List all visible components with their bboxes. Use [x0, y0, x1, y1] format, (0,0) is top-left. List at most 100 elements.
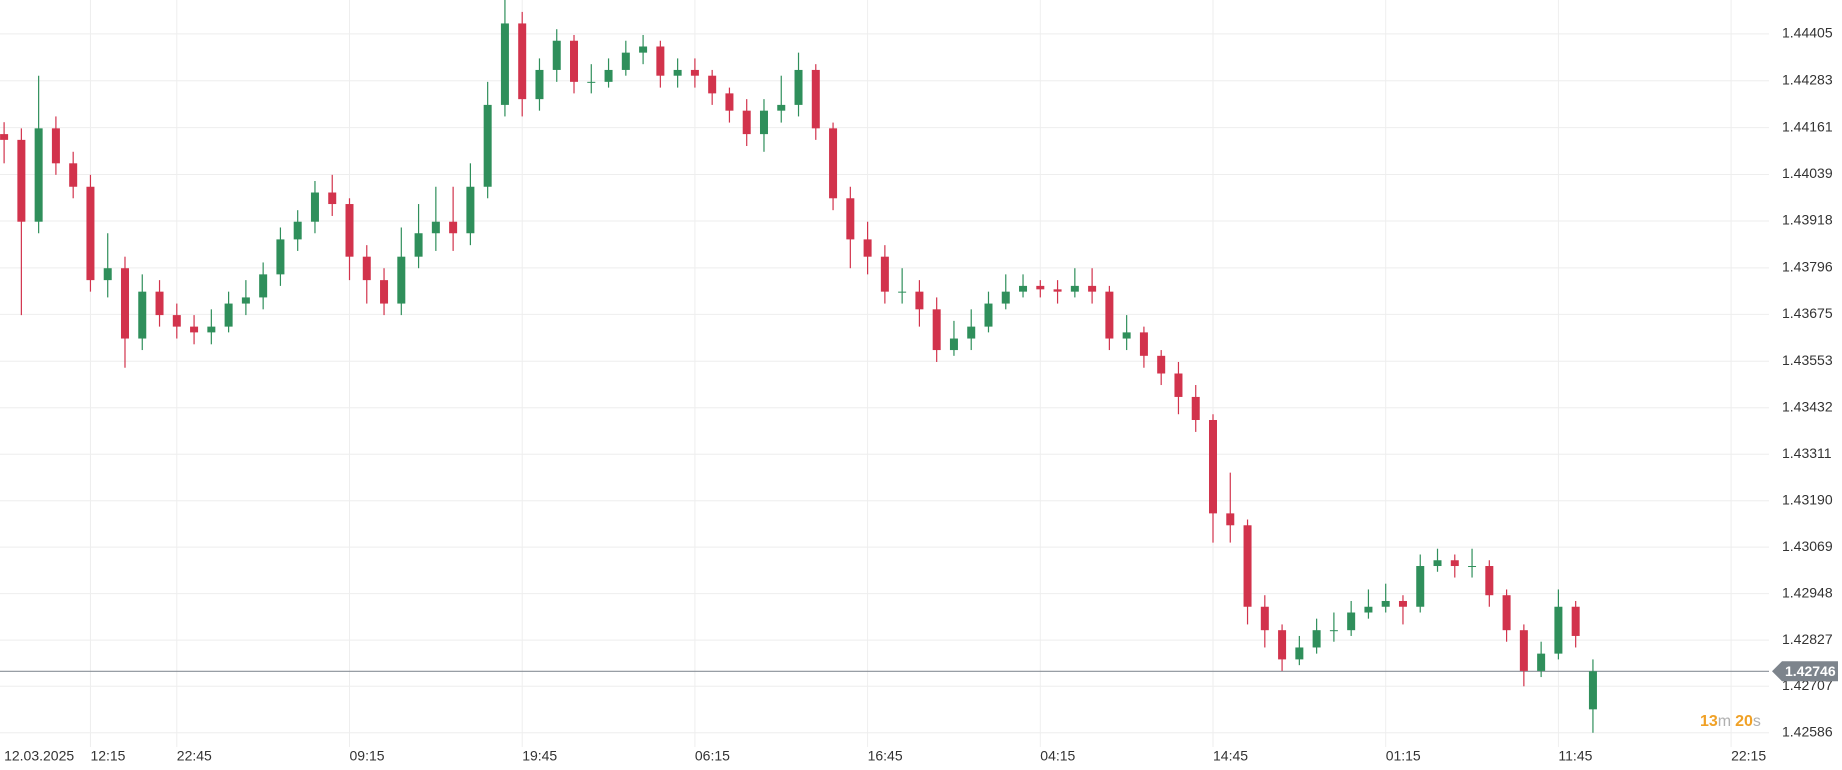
candle-body — [604, 69, 613, 82]
candle-body — [414, 233, 423, 257]
x-tick-label: 22:15 — [1731, 748, 1766, 764]
candle-body — [570, 40, 579, 82]
x-tick-label: 01:15 — [1386, 748, 1421, 764]
candle-body — [310, 192, 319, 222]
x-tick-label: 06:15 — [695, 748, 730, 764]
candle-body — [656, 46, 665, 76]
candle-body — [362, 256, 371, 281]
candle-body — [190, 326, 199, 333]
current-price-tag — [1772, 661, 1838, 682]
candle-body — [811, 69, 820, 129]
x-tick-label: 14:45 — [1213, 748, 1248, 764]
candle-body — [759, 110, 768, 135]
candle-body — [1571, 606, 1580, 636]
y-tick-label: 1.43675 — [1782, 305, 1833, 321]
candle-body — [1347, 612, 1356, 631]
candle-body — [1036, 285, 1045, 290]
candle-body — [932, 309, 941, 351]
y-tick-label: 1.42827 — [1782, 631, 1833, 647]
candle-body — [51, 128, 60, 164]
candle-body — [241, 297, 250, 304]
candle-body — [1157, 355, 1166, 374]
candle-body — [1001, 291, 1010, 304]
y-tick-label: 1.42948 — [1782, 584, 1833, 600]
current-price-label: 1.42746 — [1785, 663, 1836, 679]
candle-body — [949, 338, 958, 351]
candle-body — [397, 256, 406, 304]
candle-body — [466, 186, 475, 234]
candle-body — [1260, 606, 1269, 631]
candle-body — [483, 104, 492, 187]
candle-body — [293, 221, 302, 240]
x-tick-label: 12:15 — [90, 748, 125, 764]
candle-body — [552, 40, 561, 70]
candle-body — [846, 198, 855, 240]
y-tick-label: 1.42586 — [1782, 723, 1833, 739]
x-tick-label: 19:45 — [522, 748, 557, 764]
candle-body — [17, 139, 26, 222]
candle-body — [1588, 671, 1597, 710]
candle-body — [259, 274, 268, 298]
candle-body — [69, 163, 78, 187]
y-tick-label: 1.43796 — [1782, 259, 1833, 275]
candle-body — [0, 134, 9, 140]
candle-body — [1122, 332, 1131, 339]
candle-body — [1243, 525, 1252, 607]
x-tick-label: 16:45 — [868, 748, 903, 764]
candle-body — [328, 192, 337, 205]
candle-body — [673, 69, 682, 76]
candle-body — [639, 46, 648, 53]
candle-body — [1537, 653, 1546, 671]
x-tick-label: 22:45 — [177, 748, 212, 764]
candle-body — [1502, 595, 1511, 631]
candle-body — [86, 186, 95, 281]
candle-body — [880, 256, 889, 292]
candle-body — [1088, 285, 1097, 292]
candle-body — [449, 221, 458, 234]
candle-body — [380, 280, 389, 304]
candle-body — [915, 291, 924, 310]
countdown: 13m 20s — [1700, 713, 1761, 730]
candle-body — [1312, 630, 1321, 648]
y-tick-label: 1.43069 — [1782, 538, 1833, 554]
y-tick-label: 1.44405 — [1782, 25, 1833, 41]
candle-body — [155, 291, 164, 316]
y-tick-label: 1.43918 — [1782, 212, 1833, 228]
candle-body — [120, 268, 129, 339]
candle-body — [34, 128, 43, 222]
candle-body — [518, 23, 527, 100]
countdown-unit: m — [1718, 713, 1731, 730]
countdown-seconds: 20 — [1735, 713, 1753, 730]
candle-body — [742, 110, 751, 135]
candle-body — [1174, 373, 1183, 397]
candle-body — [1226, 513, 1235, 526]
candle-body — [431, 221, 440, 234]
candle-body — [1468, 566, 1477, 568]
x-tick-label: 12.03.2025 — [4, 748, 74, 764]
countdown-minutes: 13 — [1700, 713, 1718, 730]
candle-body — [1416, 566, 1425, 607]
candle-body — [1554, 606, 1563, 654]
candle-body — [1519, 630, 1528, 671]
candle-body — [276, 239, 285, 275]
y-tick-label: 1.44039 — [1782, 165, 1833, 181]
candle-body — [1381, 600, 1390, 607]
candle-body — [172, 315, 181, 327]
y-tick-label: 1.43432 — [1782, 398, 1833, 414]
candle-body — [1209, 419, 1217, 514]
candle-body — [690, 69, 699, 76]
countdown-unit: s — [1753, 713, 1761, 730]
candle-body — [898, 291, 907, 293]
y-tick-label: 1.43553 — [1782, 352, 1833, 368]
candle-body — [1139, 332, 1148, 356]
y-tick-label: 1.44161 — [1782, 118, 1833, 134]
candle-body — [1019, 285, 1028, 292]
grid-layer — [0, 0, 1769, 747]
candle-body — [1070, 285, 1079, 292]
x-tick-label: 04:15 — [1040, 748, 1075, 764]
candle-body — [794, 69, 803, 105]
candle-body — [1364, 606, 1373, 613]
x-tick-label: 11:45 — [1558, 748, 1592, 764]
y-tick-label: 1.43311 — [1782, 445, 1832, 461]
